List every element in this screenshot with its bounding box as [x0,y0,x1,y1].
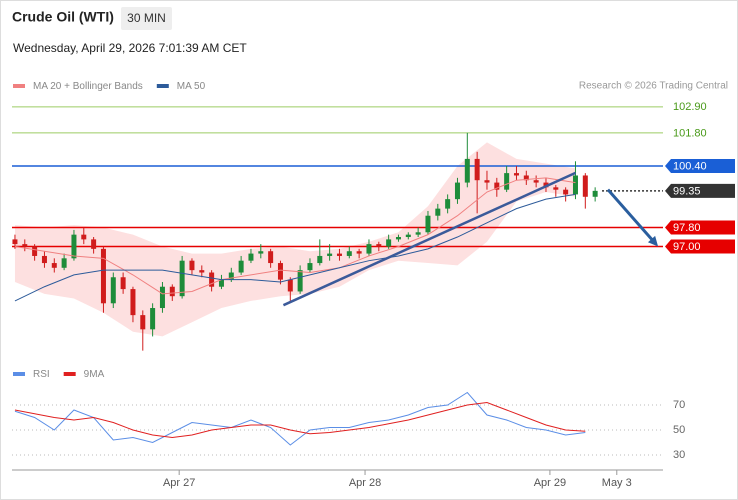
level-label: 102.90 [673,101,707,113]
candle-body [32,246,38,256]
candle-body [51,263,57,268]
candle-body [464,158,470,183]
legend-label: RSI [33,369,50,380]
candle-body [336,253,342,256]
candle-body [238,260,244,273]
candle-body [484,180,490,183]
candle-body [425,215,431,233]
candle-body [592,190,598,197]
candle-body [140,315,146,330]
candle-body [415,232,421,235]
level-label-box [665,159,735,174]
candle-body [268,251,274,264]
candle-body [307,263,313,271]
candle-body [110,277,116,304]
candle-body [356,251,362,254]
x-tick-label: Apr 29 [534,477,566,489]
level-label-box [665,220,735,235]
candle-body [120,277,126,290]
candle-body [297,270,303,292]
ma-line [14,193,576,302]
candle-body [91,239,97,249]
interval: 30 MIN [127,11,166,25]
candle-body [209,272,215,287]
candle-body [366,244,372,254]
forecast-arrow [606,188,656,243]
candle-body [12,239,18,245]
source: Research © 2026 Trading Central [579,81,728,92]
candle-body [346,251,352,256]
legend-swatch [63,372,76,376]
candle-body [41,255,47,264]
candle-body [386,239,392,247]
candle-body [22,244,28,247]
title: Crude Oil (WTI) [12,9,114,25]
candle-body [494,182,500,190]
level-label-box [665,239,735,254]
rsi-line [14,391,586,446]
candle-body [248,253,254,261]
level-label: 101.80 [673,127,707,139]
candle-body [474,158,480,181]
candle-body [327,253,333,256]
candle-body [504,173,510,190]
candle-body [572,175,578,195]
candle-body [287,279,293,292]
legend-swatch [156,84,169,88]
candle-body [228,272,234,280]
level-label: 100.40 [673,160,707,172]
candle-body [563,189,569,195]
candle-body [553,187,559,190]
candle-body [100,248,106,304]
candle-body [376,244,382,247]
candle-body [169,286,175,297]
candle-body [150,308,156,330]
candle-body [317,255,323,264]
timestamp: Wednesday, April 29, 2026 7:01:39 AM CET [13,41,247,55]
x-tick-label: May 3 [602,477,632,489]
bollinger-band [14,142,576,337]
candle-body [454,182,460,200]
candle-body [277,263,283,280]
candle-body [218,279,224,287]
legend-swatch [13,372,25,376]
level-label: 97.00 [673,241,701,253]
forecast-arrowhead [647,235,659,247]
y-tick-label: 50 [673,424,685,436]
candle-body [513,173,519,176]
y-tick-label: 70 [673,399,685,411]
candle-body [159,286,165,309]
candle-body [179,260,185,297]
legend-swatch [13,84,25,88]
candle-body [582,175,588,197]
legend-label: MA 20 + Bollinger Bands [33,81,143,92]
candle-body [130,289,136,316]
x-tick-label: Apr 28 [349,477,381,489]
candle-body [199,270,205,273]
rsi-line [14,401,586,439]
candle-body [435,208,441,216]
candle-body [189,260,195,271]
level-label: 97.80 [673,222,701,234]
candle-body [533,180,539,183]
candle-body [395,237,401,240]
trend-line [282,171,576,307]
y-tick-label: 30 [673,449,685,461]
candle-body [523,175,529,181]
ma-line [14,177,576,295]
level-label-box [665,183,735,198]
interval-badge [121,7,172,30]
legend-label: MA 50 [177,81,206,92]
candle-body [81,234,87,240]
candle-body [71,234,77,259]
candle-body [258,251,264,254]
legend-label: 9MA [84,369,105,380]
candle-body [61,258,67,268]
x-tick-label: Apr 27 [163,477,195,489]
level-label: 99.35 [673,185,701,197]
candle-body [445,199,451,209]
candle-body [405,234,411,238]
